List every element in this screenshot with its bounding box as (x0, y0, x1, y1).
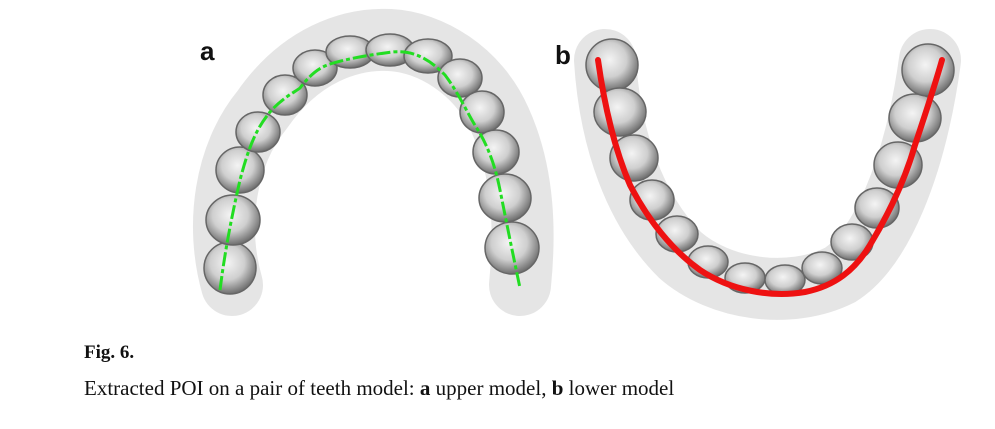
caption-a-text: upper model, (430, 376, 552, 400)
lower-poi-line (595, 57, 945, 297)
upper-poi-line (218, 50, 522, 291)
upper-teeth (203, 33, 540, 295)
caption-b-text: lower model (563, 376, 675, 400)
lower-teeth-model (574, 29, 961, 320)
panel-label-b: b (555, 40, 571, 70)
figure-caption-title: Fig. 6. (84, 342, 135, 363)
caption-prefix: Extracted POI on a pair of teeth model: (84, 376, 420, 400)
caption-b-label: b (551, 376, 564, 400)
figure-caption-text: Extracted POI on a pair of teeth model: … (84, 376, 674, 401)
upper-teeth-model (193, 8, 554, 316)
caption-a-label: a (419, 376, 431, 400)
panel-label-a: a (200, 36, 215, 66)
figure: a b (193, 8, 961, 320)
teeth-models-figure (193, 8, 961, 320)
